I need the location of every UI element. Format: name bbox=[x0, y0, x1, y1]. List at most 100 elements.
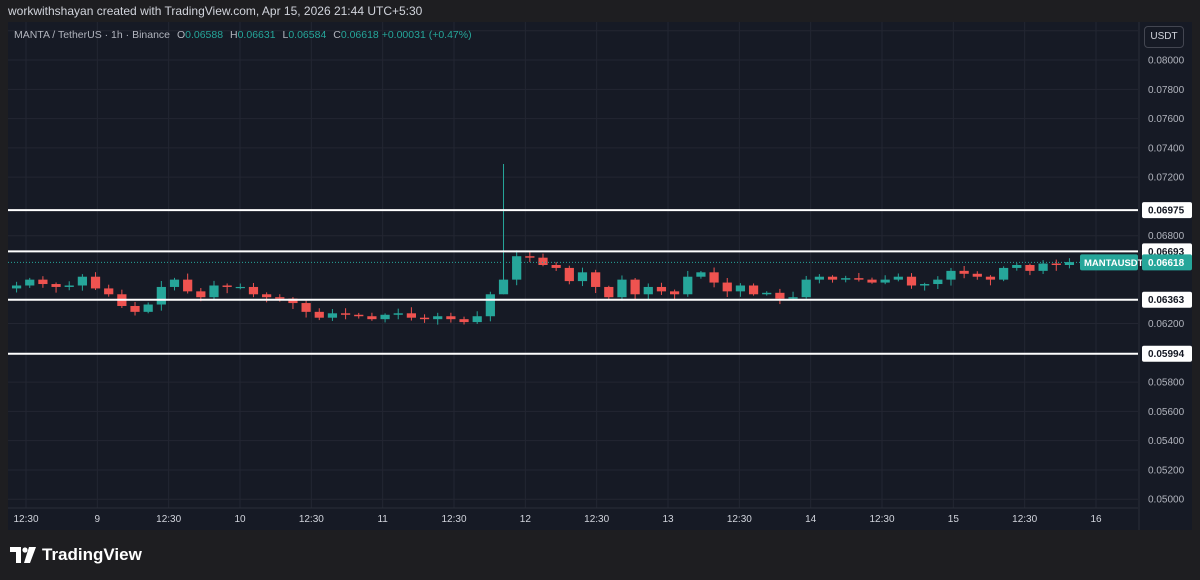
tradingview-logo[interactable]: TradingView bbox=[10, 544, 142, 566]
x-tick-label: 10 bbox=[234, 514, 246, 525]
candle-body bbox=[262, 294, 272, 298]
x-tick-label: 12:30 bbox=[869, 514, 894, 525]
candle-body bbox=[630, 279, 640, 295]
legend-symbol: MANTA / TetherUS · 1h · Binance bbox=[14, 29, 171, 41]
candle-body bbox=[512, 256, 522, 280]
candle-body bbox=[762, 292, 772, 295]
candle-body bbox=[538, 257, 548, 265]
symbol-tag-label: MANTAUSDT bbox=[1084, 258, 1144, 269]
x-tick-label: 12:30 bbox=[156, 514, 181, 525]
legend-high-value: 0.06631 bbox=[237, 29, 276, 41]
candle-body bbox=[669, 291, 680, 295]
candle-body bbox=[169, 279, 180, 287]
candle-body bbox=[735, 285, 746, 292]
level-price-tag bbox=[1142, 345, 1192, 362]
x-tick-label: 12:30 bbox=[299, 514, 324, 525]
candle-body bbox=[406, 313, 417, 318]
legend-low-label: L bbox=[282, 29, 289, 41]
last-price-label: 0.06618 bbox=[1148, 258, 1185, 269]
candle-body bbox=[38, 279, 48, 285]
level-price-tag bbox=[1142, 202, 1192, 219]
candle-body bbox=[604, 286, 614, 298]
candle-body bbox=[485, 294, 495, 317]
candle-body bbox=[248, 286, 259, 295]
level-price-tag bbox=[1142, 291, 1192, 308]
candle-body bbox=[459, 319, 469, 323]
currency-button[interactable]: USDT bbox=[1144, 26, 1184, 48]
candle-body bbox=[340, 313, 351, 315]
candle-body bbox=[709, 272, 719, 283]
y-tick-label: 0.07400 bbox=[1148, 143, 1185, 154]
candle-body bbox=[1025, 265, 1035, 271]
candle-body bbox=[775, 292, 785, 299]
level-price-label: 0.06693 bbox=[1148, 247, 1185, 258]
legend-open-value: 0.06588 bbox=[185, 29, 224, 41]
candle-body bbox=[288, 298, 298, 304]
candle-body bbox=[77, 276, 87, 286]
candle-body bbox=[25, 279, 35, 286]
legend-close-value: 0.06618 bbox=[340, 29, 379, 41]
candle-body bbox=[64, 285, 74, 287]
x-tick-label: 9 bbox=[95, 514, 101, 525]
candle-body bbox=[209, 285, 219, 298]
candle-body bbox=[972, 273, 982, 277]
candle-body bbox=[906, 276, 917, 286]
candle-body bbox=[801, 279, 811, 298]
candle-body bbox=[90, 276, 101, 289]
candle-body bbox=[314, 311, 324, 318]
candle-body bbox=[788, 297, 798, 299]
candle-body bbox=[722, 282, 732, 292]
candle-body bbox=[104, 288, 114, 295]
candle-body bbox=[1012, 265, 1022, 268]
level-price-label: 0.06363 bbox=[1148, 295, 1185, 306]
candle-body bbox=[827, 276, 838, 280]
last-price-tag bbox=[1142, 254, 1192, 271]
candle-body bbox=[617, 279, 627, 298]
level-price-label: 0.05994 bbox=[1148, 349, 1185, 360]
candle-body bbox=[933, 279, 943, 285]
candle-body bbox=[156, 286, 166, 305]
y-tick-label: 0.05200 bbox=[1148, 465, 1185, 476]
candle-body bbox=[419, 317, 430, 320]
candle-body bbox=[683, 276, 693, 295]
legend-high-label: H bbox=[230, 29, 238, 41]
x-tick-label: 12 bbox=[520, 514, 532, 525]
y-tick-label: 0.08000 bbox=[1148, 56, 1185, 67]
candle-body bbox=[433, 316, 443, 320]
candle-body bbox=[564, 267, 574, 282]
candle-body bbox=[301, 303, 311, 312]
candle-body bbox=[367, 316, 377, 320]
candle-body bbox=[880, 279, 890, 283]
y-tick-label: 0.07200 bbox=[1148, 173, 1185, 184]
chart-panel[interactable]: 0.082000.080000.078000.076000.074000.072… bbox=[8, 22, 1192, 530]
candle-body bbox=[841, 278, 851, 280]
x-tick-label: 11 bbox=[377, 514, 388, 525]
chart-legend: MANTA / TetherUS · 1h · Binance O0.06588… bbox=[14, 29, 472, 41]
candle-body bbox=[1064, 262, 1075, 265]
legend-low-value: 0.06584 bbox=[288, 29, 327, 41]
x-tick-label: 14 bbox=[805, 514, 817, 525]
y-tick-label: 0.07800 bbox=[1148, 85, 1185, 96]
candle-body bbox=[1038, 263, 1048, 271]
candle-body bbox=[472, 316, 482, 323]
candle-body bbox=[867, 279, 877, 283]
header-bar: workwithshayan created with TradingView.… bbox=[0, 0, 1200, 22]
y-tick-label: 0.05000 bbox=[1148, 495, 1185, 506]
x-tick-label: 12:30 bbox=[13, 514, 38, 525]
candle-body bbox=[275, 297, 285, 299]
y-tick-label: 0.07600 bbox=[1148, 114, 1185, 125]
price-chart[interactable]: 0.082000.080000.078000.076000.074000.072… bbox=[8, 22, 1192, 530]
candle-body bbox=[235, 286, 245, 289]
candle-body bbox=[551, 265, 561, 268]
candle-body bbox=[143, 304, 153, 312]
y-tick-label: 0.06200 bbox=[1148, 319, 1185, 330]
candle-body bbox=[999, 267, 1009, 280]
candle-body bbox=[959, 270, 969, 274]
candle-body bbox=[380, 314, 390, 320]
candle-body bbox=[446, 316, 456, 320]
candle-body bbox=[1051, 263, 1061, 265]
candle-body bbox=[327, 313, 338, 318]
candle-body bbox=[130, 305, 140, 312]
x-tick-label: 12:30 bbox=[441, 514, 466, 525]
y-tick-label: 0.05800 bbox=[1148, 378, 1185, 389]
